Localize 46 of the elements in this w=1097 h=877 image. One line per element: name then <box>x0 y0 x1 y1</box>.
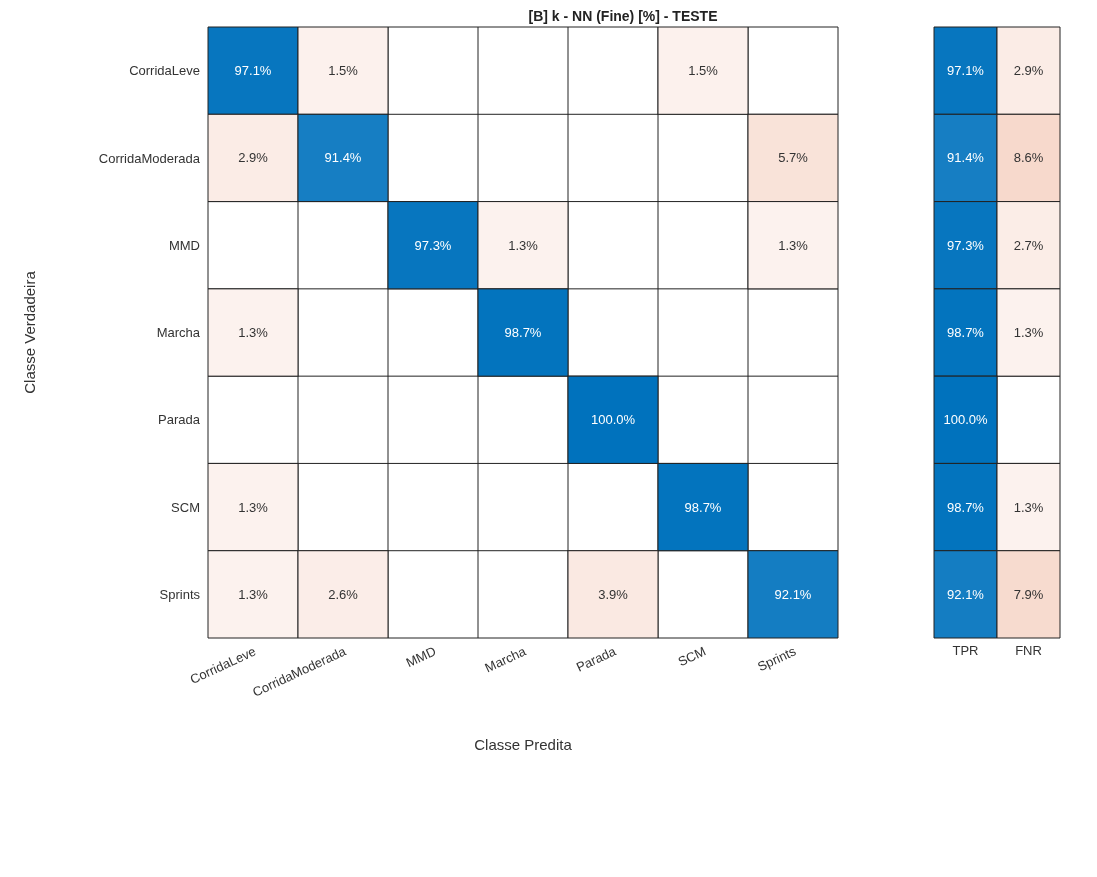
y-axis-title: Classe Verdadeira <box>21 270 39 394</box>
x-tick-label: SCM <box>675 643 709 670</box>
y-tick-label: CorridaLeve <box>129 63 200 79</box>
data-label: 1.3% <box>778 237 809 253</box>
x-axis-title: Classe Predita <box>474 736 573 753</box>
data-label: 97.1% <box>234 63 272 79</box>
data-label: 1.3% <box>238 586 269 602</box>
data-label: 3.9% <box>598 586 629 602</box>
data-label: 98.7% <box>947 325 985 340</box>
x-tick-label: FNR <box>1015 643 1042 659</box>
x-tick-label: MMD <box>403 643 439 671</box>
y-tick-label: Marcha <box>156 325 201 341</box>
data-label: 7.9% <box>1013 586 1044 602</box>
y-tick-label: CorridaModerada <box>98 150 201 166</box>
data-label: 1.3% <box>1013 325 1044 340</box>
data-label: 97.3% <box>414 237 452 253</box>
data-label: 1.3% <box>1013 499 1044 515</box>
data-label: 8.6% <box>1013 150 1044 166</box>
data-label: 1.3% <box>238 325 269 340</box>
x-tick-label: TPR <box>952 643 979 659</box>
data-label: 1.5% <box>688 63 719 79</box>
y-tick-label: SCM <box>171 499 200 515</box>
data-label: 2.7% <box>1013 237 1044 253</box>
chart-title: [B] k - NN (Fine) [%] - TESTE <box>527 8 719 24</box>
y-tick-label: Sprints <box>159 586 201 602</box>
data-label: 98.7% <box>504 325 542 340</box>
data-label: 2.9% <box>1013 63 1044 79</box>
data-label: 91.4% <box>324 150 362 166</box>
data-label: 1.3% <box>238 499 269 515</box>
data-label: 2.6% <box>328 586 359 602</box>
data-label: 100.0% <box>590 412 636 428</box>
data-label: 2.9% <box>238 150 269 166</box>
data-label: 91.4% <box>947 150 985 166</box>
data-label: 98.7% <box>947 499 985 515</box>
data-label: 92.1% <box>947 586 985 602</box>
data-label: 97.3% <box>947 237 985 253</box>
data-label: 100.0% <box>943 412 988 428</box>
y-tick-label: MMD <box>168 237 200 253</box>
data-label: 1.3% <box>508 237 539 253</box>
data-label: 92.1% <box>774 586 812 602</box>
y-tick-label: Parada <box>158 412 201 428</box>
data-label: 1.5% <box>328 63 359 79</box>
data-label: 97.1% <box>947 63 985 79</box>
data-label: 5.7% <box>778 150 809 166</box>
x-tick-label: Sprints <box>755 643 799 675</box>
data-label: 98.7% <box>684 499 722 515</box>
